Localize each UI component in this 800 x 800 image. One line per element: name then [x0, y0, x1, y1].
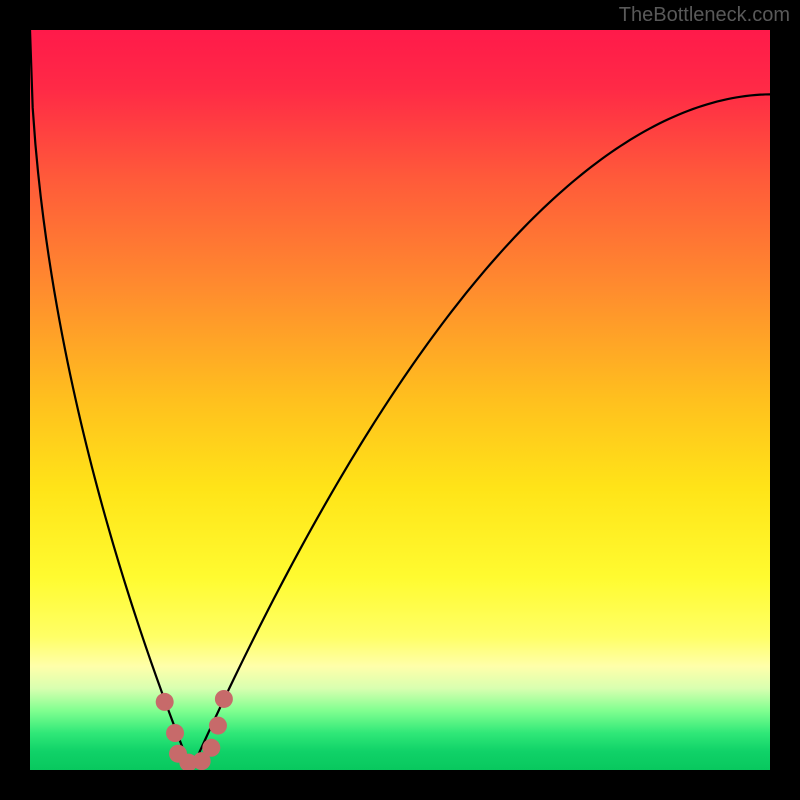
marker-point	[166, 724, 184, 742]
curve-right	[191, 94, 770, 770]
marker-point	[156, 693, 174, 711]
plot-frame	[30, 30, 770, 770]
curve-left	[30, 30, 191, 770]
watermark-text: TheBottleneck.com	[619, 4, 790, 27]
marker-point	[215, 690, 233, 708]
marker-point	[202, 739, 220, 757]
chart-container: TheBottleneck.com	[0, 0, 800, 800]
curves-layer	[30, 30, 770, 770]
marker-point	[209, 717, 227, 735]
